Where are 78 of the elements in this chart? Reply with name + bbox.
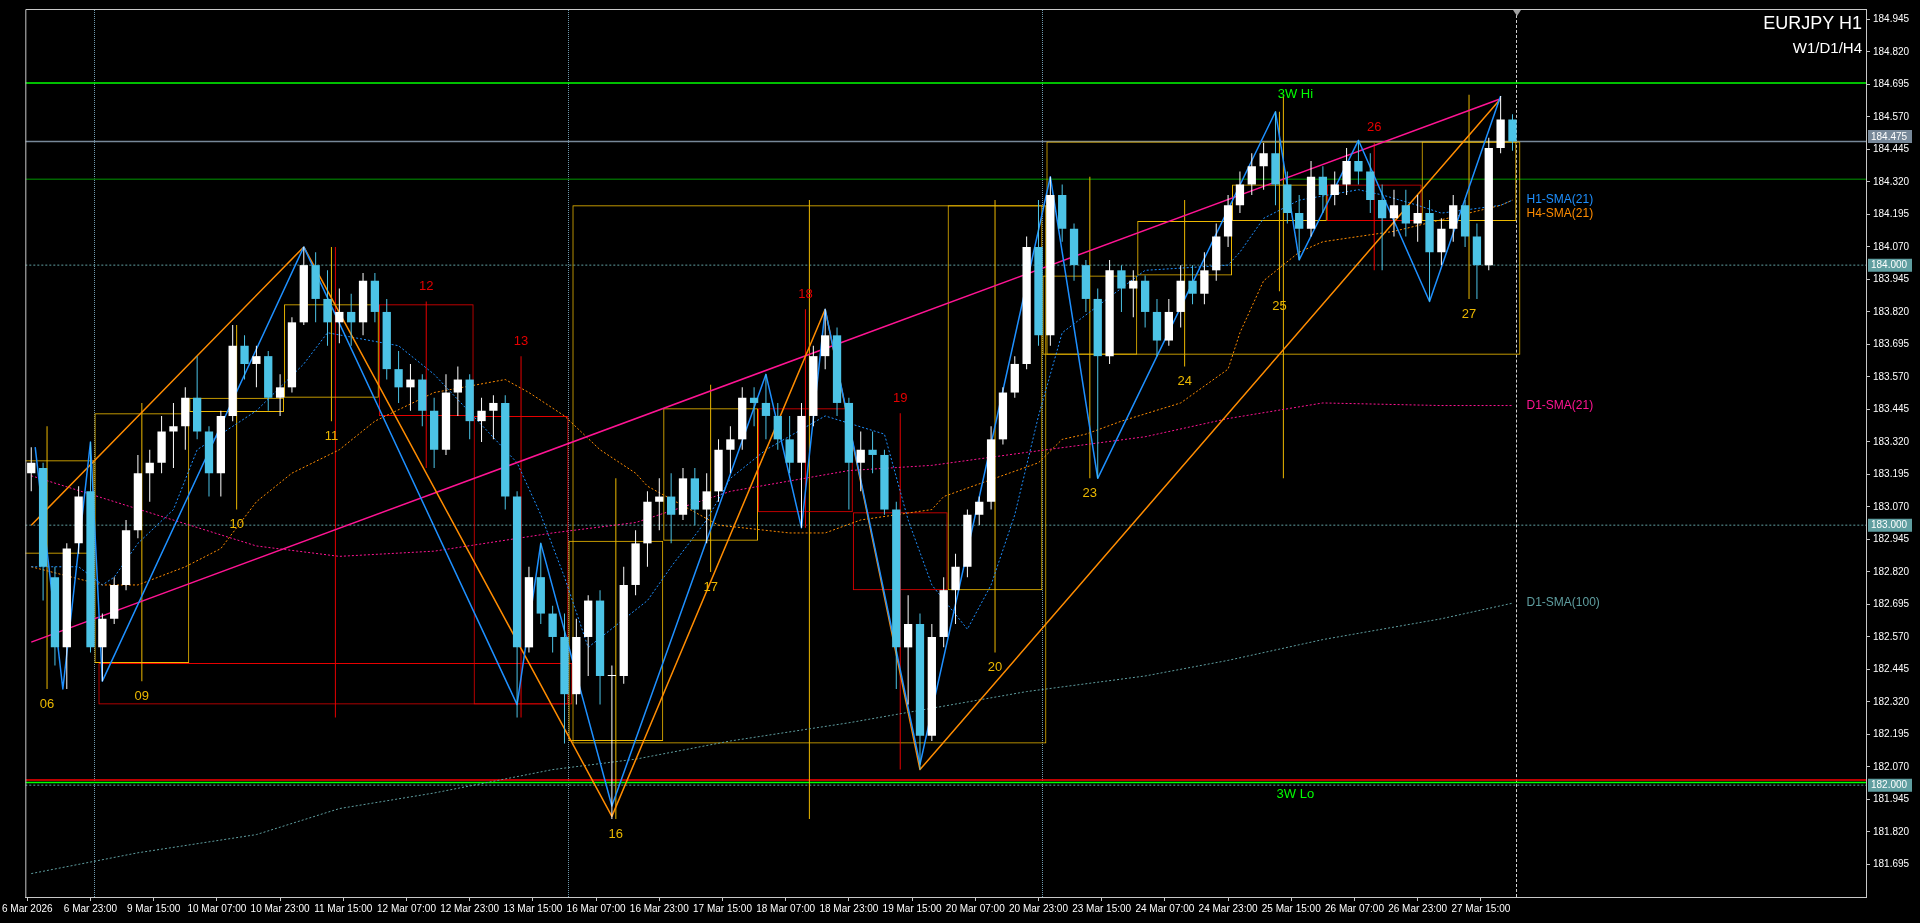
series-label: D1-SMA(100) (1526, 595, 1600, 610)
x-tick-label: 10 Mar 07:00 (187, 902, 247, 914)
text: 26 (1367, 119, 1382, 135)
y-tick-label: 183.070 (1873, 500, 1910, 512)
x-tick-label: 24 Mar 07:00 (1135, 902, 1195, 914)
x-tick-label: 10 Mar 23:00 (250, 902, 310, 914)
y-tick-label: 184.445 (1873, 143, 1910, 155)
x-tick-label: 11 Mar 15:00 (314, 902, 373, 914)
candlestick (655, 478, 664, 531)
x-tick-label: 24 Mar 23:00 (1198, 902, 1258, 914)
y-tick-label: 184.320 (1873, 175, 1910, 187)
x-tick-label: 26 Mar 07:00 (1325, 902, 1385, 914)
y-tick-label: 181.695 (1873, 858, 1910, 870)
y-tick-label: 183.320 (1873, 435, 1910, 447)
annotation: 3W Hi (1277, 86, 1314, 102)
y-tick-label: 184.695 (1873, 78, 1910, 90)
ref-line-label: 184.475 (1871, 130, 1908, 142)
x-tick-label: 13 Mar 15:00 (503, 902, 563, 914)
y-tick-label: 182.695 (1873, 598, 1910, 610)
text: 10 (229, 516, 244, 532)
series-label: H4-SMA(21) (1526, 206, 1594, 221)
y-tick-label: 181.945 (1873, 793, 1910, 805)
x-tick-label: 16 Mar 23:00 (629, 902, 690, 914)
y-tick-label: 184.070 (1873, 240, 1910, 252)
ref-line-label: 182.000 (1871, 779, 1908, 791)
text: 16 (608, 825, 624, 841)
text: 13 (513, 332, 529, 348)
text: 09 (134, 687, 150, 703)
candlestick (169, 402, 178, 468)
x-tick-label: 20 Mar 07:00 (945, 902, 1006, 914)
y-tick-label: 182.195 (1873, 728, 1910, 740)
y-tick-label: 183.195 (1873, 468, 1910, 480)
x-tick-label: 18 Mar 07:00 (756, 902, 816, 914)
x-tick-label: 19 Mar 15:00 (882, 902, 942, 914)
y-tick-label: 182.570 (1873, 630, 1910, 642)
x-tick-label: 17 Mar 15:00 (693, 902, 753, 914)
x-tick-label: 18 Mar 23:00 (819, 902, 879, 914)
x-tick-label: 26 Mar 23:00 (1388, 902, 1448, 914)
y-tick-label: 184.945 (1873, 13, 1910, 25)
text: 23 (1082, 484, 1098, 500)
text: 24 (1177, 373, 1192, 389)
text: 27 (1461, 305, 1477, 321)
y-tick-label: 183.695 (1873, 338, 1910, 350)
y-tick-label: 184.820 (1873, 45, 1910, 57)
chart-title: EURJPY H1 (1763, 12, 1862, 33)
y-tick-label: 184.195 (1873, 208, 1910, 220)
x-tick-label: 27 Mar 15:00 (1451, 902, 1511, 914)
series-label: H1-SMA(21) (1526, 192, 1594, 207)
y-tick-label: 181.820 (1873, 825, 1910, 837)
y-tick-label: 182.820 (1873, 565, 1910, 577)
x-tick-label: 6 Mar 2026 (2, 902, 54, 914)
y-tick-label: 183.820 (1873, 305, 1910, 317)
y-tick-label: 183.445 (1873, 403, 1910, 415)
ref-line-label: 183.000 (1871, 519, 1908, 531)
series-label: D1-SMA(21) (1526, 397, 1594, 412)
x-tick-label: 9 Mar 15:00 (127, 902, 181, 914)
y-tick-label: 182.445 (1873, 663, 1910, 675)
x-tick-label: 6 Mar 23:00 (63, 902, 118, 914)
x-tick-label: 12 Mar 23:00 (440, 902, 500, 914)
x-tick-label: 25 Mar 15:00 (1261, 902, 1322, 914)
x-tick-label: 16 Mar 07:00 (566, 902, 626, 914)
y-tick-label: 182.320 (1873, 695, 1910, 707)
y-tick-label: 184.570 (1873, 110, 1910, 122)
ref-line-label: 184.000 (1871, 259, 1908, 271)
text: 20 (987, 659, 1003, 675)
text: 06 (39, 695, 55, 711)
x-tick-label: 20 Mar 23:00 (1009, 902, 1069, 914)
x-tick-label: 12 Mar 07:00 (377, 902, 437, 914)
text: W1/D1/H4 (1792, 38, 1862, 56)
x-tick-label: 23 Mar 15:00 (1072, 902, 1132, 914)
y-tick-label: 183.945 (1873, 273, 1910, 285)
y-tick-label: 182.070 (1873, 760, 1910, 772)
y-tick-label: 183.570 (1873, 370, 1910, 382)
candlestick (607, 665, 617, 819)
annotation: 3W Lo (1276, 785, 1315, 801)
text: 12 (419, 278, 434, 294)
text: 19 (893, 389, 908, 405)
y-tick-label: 182.945 (1873, 533, 1910, 545)
